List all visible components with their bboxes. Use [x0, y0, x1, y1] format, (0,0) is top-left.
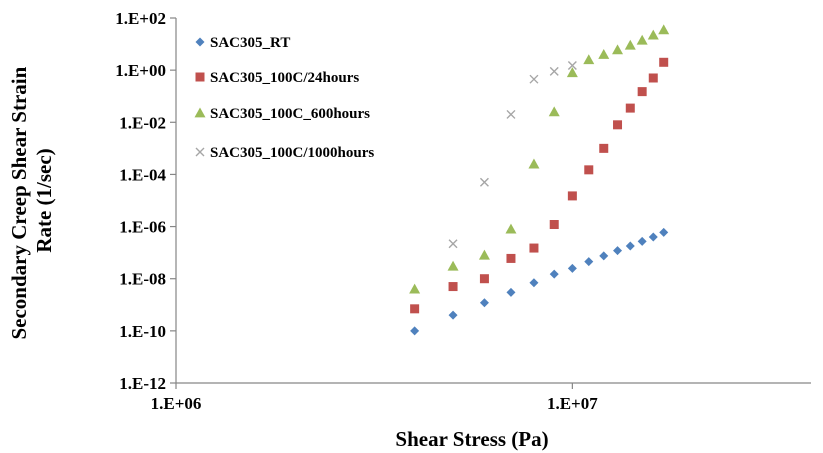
data-point [584, 165, 594, 175]
y-tick-label: 1.E-02 [119, 113, 166, 132]
data-point [636, 34, 648, 45]
y-axis-title-line-2: Rate (1/sec) [32, 148, 56, 252]
data-point [529, 278, 539, 288]
legend-item: SAC305_RT [195, 35, 290, 51]
data-point [479, 274, 489, 284]
data-point [599, 143, 609, 153]
legend-label: SAC305_100C/1000hours [210, 145, 374, 161]
data-point [447, 260, 459, 271]
data-point [478, 249, 490, 260]
data-point [448, 310, 458, 320]
data-point [598, 48, 610, 59]
y-tick-label: 1.E+02 [115, 9, 166, 28]
legend-marker [195, 72, 205, 82]
data-point [637, 87, 647, 97]
data-point [410, 326, 420, 336]
x-tick-label: 1.E+07 [547, 394, 598, 413]
data-point [659, 227, 669, 237]
data-point [584, 257, 594, 267]
data-point [548, 106, 560, 117]
data-point [637, 236, 647, 246]
data-point [448, 282, 458, 292]
data-point [505, 223, 517, 234]
data-point [648, 73, 658, 83]
data-point [613, 246, 623, 256]
data-point [529, 243, 539, 253]
data-point [613, 120, 623, 130]
data-point [409, 283, 421, 294]
y-tick-label: 1.E-04 [119, 165, 166, 184]
legend-label: SAC305_100C/24hours [210, 70, 359, 86]
data-point [599, 251, 609, 261]
y-tick-label: 1.E-10 [119, 322, 166, 341]
data-point [624, 39, 636, 50]
legend: SAC305_RT SAC305_100C/24hours SAC305_100C_… [194, 35, 374, 161]
data-point [583, 54, 595, 65]
data-point [625, 103, 635, 113]
data-point [506, 109, 516, 119]
legend-marker [195, 37, 205, 47]
data-point [410, 304, 420, 314]
y-axis-title: Secondary Creep Shear Strain Rate (1/sec… [7, 61, 56, 339]
data-point [658, 24, 670, 35]
data-point [648, 232, 658, 242]
legend-label: SAC305_RT [210, 35, 290, 51]
data-point [549, 66, 559, 76]
data-series [409, 24, 670, 336]
axes [175, 18, 811, 384]
y-tick-label: 1.E-12 [119, 374, 166, 393]
data-point [529, 74, 539, 84]
y-tick-label: 1.E-06 [119, 218, 166, 237]
data-point [506, 287, 516, 297]
data-point [567, 191, 577, 201]
data-point [659, 57, 669, 67]
y-tick-label: 1.E-08 [119, 270, 166, 289]
data-point [479, 177, 489, 187]
data-point [567, 263, 577, 273]
data-point [448, 239, 458, 249]
ticks: 1.E+02 1.E+00 1.E-02 1.E-04 1.E-06 1.E-08 1.E-… [115, 9, 598, 413]
y-tick-label: 1.E+00 [115, 61, 166, 80]
data-point [479, 298, 489, 308]
data-point [549, 220, 559, 230]
x-axis-title: Shear Stress (Pa) [395, 427, 548, 451]
legend-label: SAC305_100C_600hours [210, 106, 370, 122]
x-tick-label: 1.E+06 [151, 394, 202, 413]
data-point [549, 269, 559, 279]
data-point [506, 253, 516, 263]
data-point [528, 158, 540, 169]
data-point [647, 29, 659, 40]
legend-item: SAC305_100C_600hours [194, 106, 370, 122]
y-axis-title-line-1: Secondary Creep Shear Strain [7, 66, 31, 339]
legend-item: SAC305_100C/24hours [195, 70, 359, 86]
legend-marker [195, 147, 205, 157]
data-point [567, 61, 577, 71]
series-2 [410, 57, 669, 314]
data-point [625, 241, 635, 251]
data-point [612, 44, 624, 55]
series-1 [410, 227, 669, 336]
series-4 [448, 61, 577, 249]
legend-item: SAC305_100C/1000hours [195, 145, 374, 161]
legend-marker [194, 107, 206, 118]
data-point [566, 67, 578, 78]
series-3 [409, 24, 670, 294]
